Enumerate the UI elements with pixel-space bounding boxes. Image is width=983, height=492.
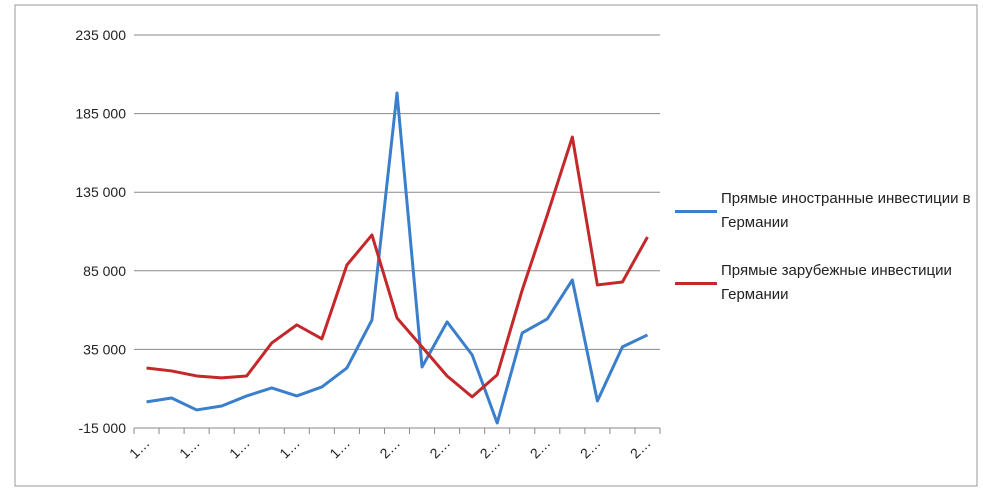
series-line — [146, 91, 649, 425]
legend-swatch — [675, 281, 717, 285]
legend-label: Прямые зарубежные инвестиции Германии — [721, 262, 952, 303]
chart-frame — [14, 4, 978, 487]
y-tick-label: 235 000 — [75, 27, 126, 43]
y-tick-label: 85 000 — [83, 263, 126, 279]
y-tick-label: -15 000 — [79, 420, 127, 436]
series-line — [146, 135, 649, 399]
legend-item: Прямые зарубежные инвестиции Германии — [675, 259, 981, 307]
legend-label: Прямые иностранные инвестиции в Германии — [721, 190, 971, 231]
y-tick-label: 185 000 — [75, 106, 126, 122]
legend-item: Прямые иностранные инвестиции в Германии — [675, 187, 981, 235]
legend-swatch — [675, 209, 717, 213]
y-tick-label: 35 000 — [83, 341, 126, 357]
y-tick-label: 135 000 — [75, 184, 126, 200]
